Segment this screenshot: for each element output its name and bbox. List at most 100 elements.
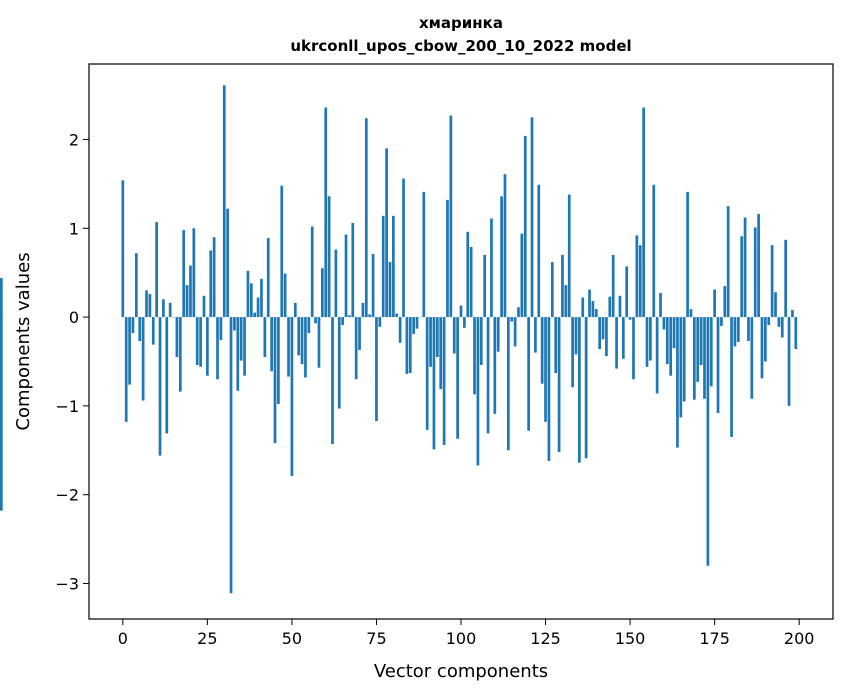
bar (567, 194, 571, 318)
bar (618, 295, 622, 318)
bar (162, 299, 165, 318)
bar (679, 317, 683, 418)
bar (662, 317, 666, 330)
bar (280, 185, 284, 318)
bar (757, 214, 760, 318)
bar (787, 317, 791, 406)
bar (233, 317, 236, 331)
bar (591, 301, 595, 318)
bar (635, 235, 639, 318)
bar (554, 317, 558, 374)
bar (520, 233, 524, 318)
bar (219, 317, 223, 341)
bar (642, 107, 645, 318)
bar (168, 302, 172, 318)
bar (500, 196, 503, 318)
bar (770, 245, 774, 318)
bar (148, 293, 152, 318)
bar (557, 317, 561, 453)
bar (578, 317, 581, 463)
bar (534, 317, 537, 353)
bar (686, 191, 689, 318)
bar (696, 317, 700, 382)
bar (530, 117, 534, 318)
bar (155, 222, 158, 318)
bar (392, 215, 395, 318)
bar (527, 317, 530, 431)
y-tick-label: −1 (55, 397, 79, 416)
bar (405, 317, 409, 374)
bar (134, 253, 138, 318)
bar (540, 317, 544, 384)
y-tick-label: 1 (69, 219, 79, 238)
bar (334, 249, 338, 318)
y-axis-ticks: −3 −2 −1 0 1 2 (55, 130, 89, 593)
bar (141, 317, 145, 401)
bar (452, 317, 456, 354)
bar (0, 278, 3, 318)
bar (239, 317, 243, 361)
bar (764, 317, 767, 362)
bar (398, 317, 402, 343)
bar (598, 317, 602, 350)
bar (490, 218, 493, 318)
bar (615, 317, 618, 369)
bar (324, 107, 328, 318)
bar (408, 317, 412, 374)
bar (550, 262, 554, 318)
bar (483, 254, 487, 318)
bar (253, 312, 257, 318)
x-tick-label: 175 (699, 629, 730, 648)
x-tick-label: 150 (615, 629, 646, 648)
bar (730, 317, 733, 437)
bar (178, 317, 182, 392)
bar (368, 314, 372, 318)
y-tick-label: 0 (69, 308, 79, 327)
bar (364, 118, 368, 318)
bar (510, 317, 514, 322)
bar (131, 317, 135, 334)
x-tick-label: 100 (446, 629, 477, 648)
bar (611, 254, 615, 318)
bar (496, 317, 500, 352)
bar (713, 289, 716, 318)
bar (703, 317, 706, 399)
x-tick-label: 200 (784, 629, 815, 648)
bar (371, 254, 375, 318)
bar (165, 317, 169, 434)
bar (571, 317, 574, 388)
bar (605, 317, 608, 357)
bar (429, 317, 432, 367)
bar (784, 239, 788, 318)
bar (290, 317, 294, 477)
bar (415, 317, 419, 329)
bar (182, 230, 186, 318)
bar (753, 227, 757, 318)
bar (310, 226, 314, 318)
bar (692, 317, 696, 400)
bar (442, 317, 446, 445)
bar (456, 317, 459, 439)
chart-subtitle: ukrconll_upos_cbow_200_10_2022 model (290, 37, 631, 55)
bar (212, 237, 216, 318)
bar (459, 305, 463, 318)
bar (300, 317, 304, 365)
bar (523, 135, 527, 318)
bar (385, 148, 388, 318)
bar (121, 180, 125, 318)
bar (780, 317, 784, 338)
bar (632, 317, 635, 380)
bar (439, 317, 443, 390)
bar (189, 265, 192, 318)
plot-frame (88, 63, 834, 620)
bar (463, 317, 466, 328)
bar (412, 317, 416, 334)
bar (517, 307, 520, 318)
bar (469, 246, 473, 318)
bar (726, 206, 730, 318)
bar (760, 317, 764, 379)
bar (358, 317, 361, 350)
bar (733, 317, 737, 347)
bar (594, 309, 598, 318)
x-tick-label: 75 (366, 629, 386, 648)
